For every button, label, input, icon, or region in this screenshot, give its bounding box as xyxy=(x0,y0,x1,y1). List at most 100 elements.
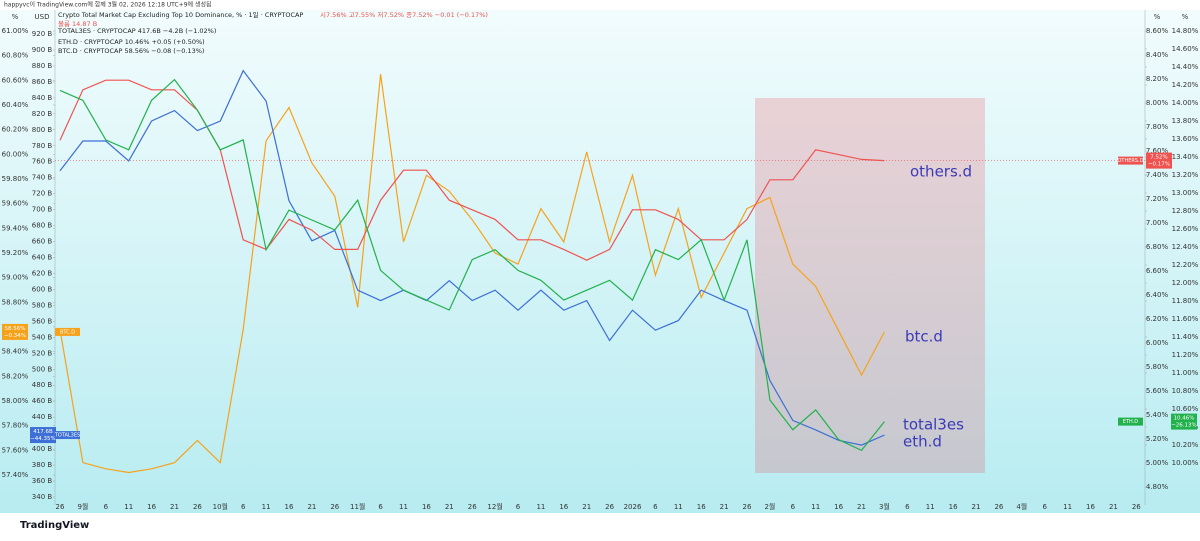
y-tick-label: 820 B xyxy=(32,110,53,118)
series-tag xyxy=(55,327,80,336)
x-tick-label: 11 xyxy=(811,503,820,511)
y-tick-label: 740 B xyxy=(32,174,53,182)
badge-change: −26.13% xyxy=(1171,423,1197,429)
axis-unit: % xyxy=(1182,13,1189,21)
badge xyxy=(30,427,56,444)
x-tick-label: 10월 xyxy=(213,502,228,511)
series-tag-label: BTC.D xyxy=(60,329,75,335)
y-tick-label: 8.60% xyxy=(1146,27,1169,35)
y-tick-label: 6.80% xyxy=(1146,243,1169,251)
x-tick-label: 16 xyxy=(1086,503,1095,511)
y-tick-label: 12.60% xyxy=(1172,225,1199,233)
y-tick-label: 12.20% xyxy=(1172,261,1199,269)
x-tick-label: 11 xyxy=(399,503,408,511)
annotation: btc.d xyxy=(905,328,943,346)
x-tick-label: 21 xyxy=(170,503,179,511)
y-tick-label: 7.20% xyxy=(1146,195,1169,203)
y-tick-label: 660 B xyxy=(32,238,53,246)
y-tick-label: 11.40% xyxy=(1172,333,1199,341)
y-tick-label: 340 B xyxy=(32,493,53,501)
y-tick-label: 5.60% xyxy=(1146,387,1169,395)
x-tick-label: 6 xyxy=(378,503,383,511)
axis-unit: USD xyxy=(35,13,50,21)
y-tick-label: 500 B xyxy=(32,365,53,373)
series-tag xyxy=(1118,156,1143,165)
x-tick-label: 11 xyxy=(926,503,935,511)
y-tick-label: 880 B xyxy=(32,62,53,70)
x-tick-label: 16 xyxy=(559,503,568,511)
y-tick-label: 59.40% xyxy=(2,224,29,232)
y-tick-label: 14.80% xyxy=(1172,27,1199,35)
y-tick-label: 57.40% xyxy=(2,471,29,479)
x-tick-label: 21 xyxy=(1109,503,1118,511)
y-tick-label: 680 B xyxy=(32,222,53,230)
series-line xyxy=(59,74,885,474)
y-tick-label: 60.40% xyxy=(2,101,29,109)
x-tick-label: 21 xyxy=(307,503,316,511)
y-tick-label: 7.00% xyxy=(1146,219,1169,227)
y-tick-label: 6.00% xyxy=(1146,339,1169,347)
x-tick-label: 26 xyxy=(330,503,339,511)
y-tick-label: 520 B xyxy=(32,349,53,357)
y-tick-label: 59.60% xyxy=(2,200,29,208)
axis-unit: % xyxy=(1154,13,1161,21)
badge-change: −0.34% xyxy=(4,333,26,339)
legend-values: 시7.56% 고7.55% 저7.52% 종7.52% −0.01 (−0.17… xyxy=(320,10,488,19)
x-tick-label: 16 xyxy=(422,503,431,511)
x-tick-label: 6 xyxy=(1042,503,1047,511)
x-tick-label: 6 xyxy=(516,503,521,511)
y-tick-label: 4.80% xyxy=(1146,483,1169,491)
y-tick-label: 580 B xyxy=(32,301,53,309)
y-tick-label: 8.00% xyxy=(1146,99,1169,107)
annotation: eth.d xyxy=(903,433,942,451)
y-tick-label: 840 B xyxy=(32,94,53,102)
y-tick-label: 900 B xyxy=(32,46,53,54)
x-tick-label: 26 xyxy=(193,503,202,511)
x-tick-label: 16 xyxy=(147,503,156,511)
plot-background xyxy=(0,10,1200,513)
y-tick-label: 8.40% xyxy=(1146,51,1169,59)
x-tick-label: 21 xyxy=(972,503,981,511)
y-tick-label: 58.80% xyxy=(2,298,29,306)
x-tick-label: 6 xyxy=(791,503,796,511)
y-tick-label: 60.80% xyxy=(2,52,29,60)
y-tick-label: 14.60% xyxy=(1172,45,1199,53)
y-tick-label: 58.20% xyxy=(2,372,29,380)
x-tick-label: 6 xyxy=(653,503,658,511)
annotation: others.d xyxy=(910,163,972,181)
y-tick-label: 59.00% xyxy=(2,274,29,282)
x-tick-label: 16 xyxy=(834,503,843,511)
y-tick-label: 400 B xyxy=(32,445,53,453)
x-tick-label: 21 xyxy=(720,503,729,511)
y-tick-label: 480 B xyxy=(32,381,53,389)
y-tick-label: 760 B xyxy=(32,158,53,166)
y-tick-label: 8.20% xyxy=(1146,75,1169,83)
y-tick-label: 800 B xyxy=(32,126,53,134)
y-tick-label: 60.20% xyxy=(2,126,29,134)
y-tick-label: 640 B xyxy=(32,254,53,262)
x-tick-label: 26 xyxy=(605,503,614,511)
x-tick-label: 9월 xyxy=(77,502,88,511)
legend-title: Crypto Total Market Cap Excluding Top 10… xyxy=(58,10,303,19)
y-tick-label: 6.60% xyxy=(1146,267,1169,275)
x-tick-label: 6 xyxy=(241,503,246,511)
series-tag-label: OTHERS.D xyxy=(1118,158,1144,164)
y-tick-label: 11.80% xyxy=(1172,297,1199,305)
y-tick-label: 5.80% xyxy=(1146,363,1169,371)
y-tick-label: 60.60% xyxy=(2,76,29,84)
x-tick-label: 16 xyxy=(949,503,958,511)
x-tick-label: 11 xyxy=(1063,503,1072,511)
x-tick-label: 26 xyxy=(994,503,1003,511)
y-tick-label: 59.80% xyxy=(2,175,29,183)
y-tick-label: 360 B xyxy=(32,477,53,485)
badge xyxy=(1146,152,1172,169)
y-tick-label: 13.00% xyxy=(1172,189,1199,197)
y-tick-label: 10.80% xyxy=(1172,387,1199,395)
x-tick-label: 21 xyxy=(445,503,454,511)
badge-value: 417.6B xyxy=(33,429,53,435)
y-tick-label: 5.00% xyxy=(1146,459,1169,467)
x-tick-label: 6 xyxy=(905,503,910,511)
y-tick-label: 59.20% xyxy=(2,249,29,257)
series-tag xyxy=(55,431,80,440)
y-tick-label: 12.00% xyxy=(1172,279,1199,287)
